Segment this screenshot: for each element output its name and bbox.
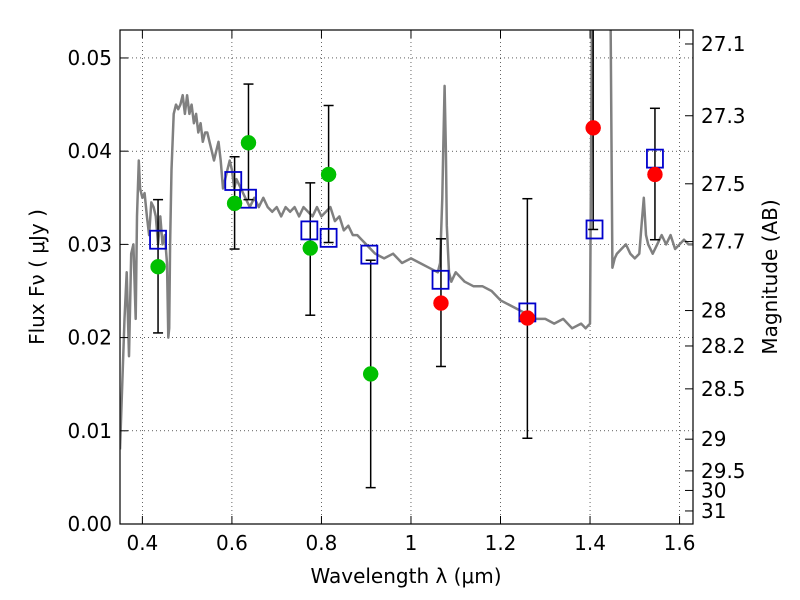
y-tick-label: 0.05	[67, 46, 112, 70]
y-tick-label: 0.02	[67, 326, 112, 350]
right-tick-label: 29	[701, 427, 726, 451]
model-photometry-square	[360, 244, 379, 265]
right-tick-label: 27.7	[701, 230, 746, 254]
x-tick-label: 0.6	[216, 531, 248, 555]
y-tick-label: 0.03	[67, 232, 112, 256]
model-photometry-square	[585, 219, 604, 240]
right-tick-label: 28.2	[701, 334, 746, 358]
observed-point-green	[240, 135, 257, 151]
x-tick-label: 1	[405, 531, 418, 555]
right-tick-label: 31	[701, 499, 726, 523]
right-tick-label: 29.5	[701, 459, 746, 483]
right-tick-label: 27.5	[701, 172, 746, 196]
observed-point-red	[585, 120, 601, 136]
y-axis-label-left: Flux Fν ( μJy )	[25, 209, 49, 345]
observed-point-red	[433, 295, 449, 311]
observed-point-green	[320, 166, 337, 183]
model-spectrum	[120, 30, 693, 450]
y-tick-label: 0.01	[67, 419, 112, 443]
plot-frame	[119, 29, 694, 525]
spectrum-line	[120, 30, 693, 450]
right-tick-label: 28.5	[701, 377, 746, 401]
observed-point-green	[302, 240, 319, 256]
observed-point-green	[150, 258, 166, 275]
right-tick-label: 28	[701, 299, 726, 323]
y-tick-label: 0.00	[67, 512, 112, 536]
plot-background	[120, 30, 693, 524]
observed-point-green	[226, 195, 243, 212]
right-tick-label: 27.3	[701, 104, 746, 128]
x-tick-label: 1.4	[574, 531, 606, 555]
x-tick-label: 0.4	[126, 531, 158, 555]
y-axis-label-right: Magnitude (AB)	[758, 199, 782, 354]
model-photometry-square	[431, 269, 450, 290]
observed-point-green	[362, 366, 379, 382]
right-tick-label: 27.1	[701, 32, 746, 56]
x-tick-label: 1.6	[664, 531, 696, 555]
x-tick-label: 0.8	[306, 531, 338, 555]
model-photometry-square	[224, 171, 243, 191]
data-points	[149, 120, 664, 382]
model-photometry-square	[319, 227, 338, 248]
right-tick-label: 30	[701, 478, 726, 502]
y-tick-label: 0.04	[67, 139, 112, 163]
x-axis-label: Wavelength λ (μm)	[310, 564, 501, 588]
model-photometry-square	[149, 229, 167, 250]
axis-ticks: 0.4 0.6 0.8 1 1.2 1.4 1.6 0.00 0.01 0.02 0.03 0.04 0…	[67, 30, 746, 555]
observed-point-red	[647, 166, 663, 183]
observed-point-red	[519, 310, 536, 326]
model-photometry-square	[300, 220, 319, 241]
x-tick-label: 1.2	[485, 531, 517, 555]
